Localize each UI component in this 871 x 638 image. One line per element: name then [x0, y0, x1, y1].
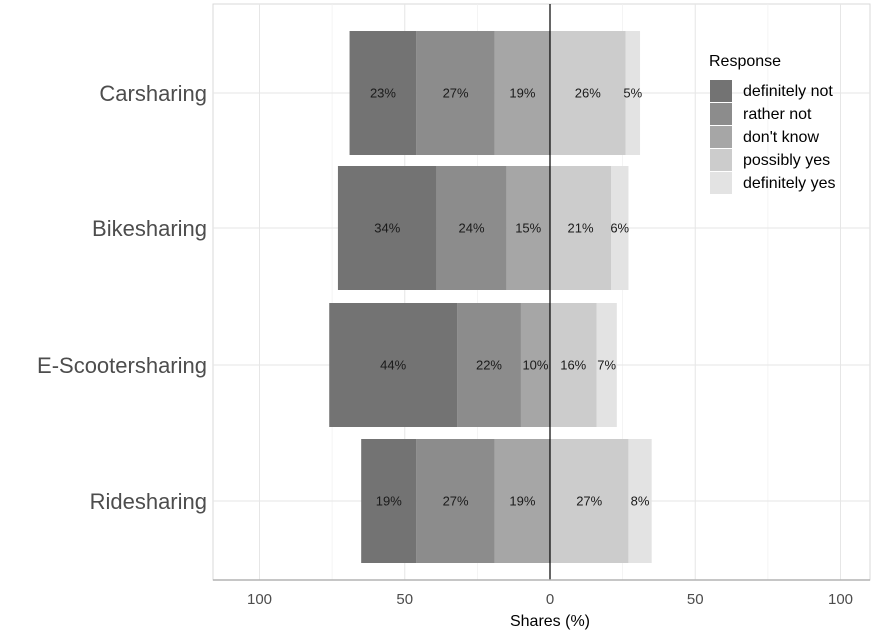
bar-value-label: 21% — [567, 221, 593, 236]
bar-value-label: 8% — [631, 494, 650, 509]
bar-segment — [329, 303, 458, 427]
bar-segment — [494, 439, 550, 563]
legend-key — [710, 103, 732, 125]
legend-key — [710, 172, 732, 194]
bar-segment — [625, 31, 641, 155]
bar-segment — [349, 31, 417, 155]
bar-value-label: 24% — [459, 221, 485, 236]
legend-label: don't know — [743, 129, 819, 146]
legend-title: Response — [709, 53, 781, 70]
bar-segment — [611, 166, 629, 290]
bar-value-label: 6% — [610, 221, 629, 236]
bar-segment — [494, 31, 550, 155]
legend-label: rather not — [743, 106, 812, 123]
bar-segment — [520, 303, 550, 427]
bar-value-label: 27% — [576, 494, 602, 509]
legend-key — [710, 80, 732, 102]
bar-value-label: 23% — [370, 86, 396, 101]
bar-layer: 23% 27% 19% 26% 5% 34% 24% 15% 21% 6% 44% 22% 10% 16%… — [329, 31, 652, 563]
legend-label: definitely not — [743, 83, 833, 100]
x-axis-title: Shares (%) — [510, 613, 590, 630]
legend-key — [710, 149, 732, 171]
bar-segment — [361, 439, 417, 563]
bar-value-label: 26% — [575, 86, 601, 101]
x-tick-label: 100 — [247, 591, 272, 608]
x-tick-label: 50 — [396, 591, 413, 608]
x-tick-label: 100 — [828, 591, 853, 608]
category-label: E-Scootersharing — [37, 353, 207, 378]
bar-value-label: 22% — [476, 358, 502, 373]
bar-segment — [506, 166, 550, 290]
bar-segment — [416, 31, 495, 155]
bar-segment — [550, 31, 626, 155]
legend-label: possibly yes — [743, 152, 830, 169]
bar-segment — [550, 303, 597, 427]
bar-value-label: 5% — [623, 86, 642, 101]
category-label: Ridesharing — [90, 489, 207, 514]
bar-segment — [550, 166, 612, 290]
bar-segment — [628, 439, 652, 563]
bar-value-label: 19% — [376, 494, 402, 509]
category-label: Bikesharing — [92, 216, 207, 241]
bar-value-label: 16% — [560, 358, 586, 373]
bar-value-label: 10% — [522, 358, 548, 373]
bar-value-label: 19% — [509, 494, 535, 509]
x-tick-label: 50 — [687, 591, 704, 608]
bar-value-label: 15% — [515, 221, 541, 236]
bar-segment — [436, 166, 507, 290]
bar-segment — [457, 303, 521, 427]
axis-layer: Carsharing Bikesharing E-Scootersharing Rid… — [37, 81, 870, 608]
bar-segment — [337, 166, 437, 290]
category-label: Carsharing — [99, 81, 207, 106]
legend: Response definitely not rather not don't k… — [709, 53, 836, 194]
bar-value-label: 19% — [509, 86, 535, 101]
bar-segment — [596, 303, 617, 427]
legend-key — [710, 126, 732, 148]
x-tick-label: 0 — [546, 591, 554, 608]
bar-value-label: 27% — [443, 494, 469, 509]
bar-value-label: 27% — [443, 86, 469, 101]
bar-value-label: 34% — [374, 221, 400, 236]
bar-segment — [550, 439, 629, 563]
legend-label: definitely yes — [743, 175, 836, 192]
bar-value-label: 7% — [597, 358, 616, 373]
bar-segment — [416, 439, 495, 563]
bar-value-label: 44% — [380, 358, 406, 373]
